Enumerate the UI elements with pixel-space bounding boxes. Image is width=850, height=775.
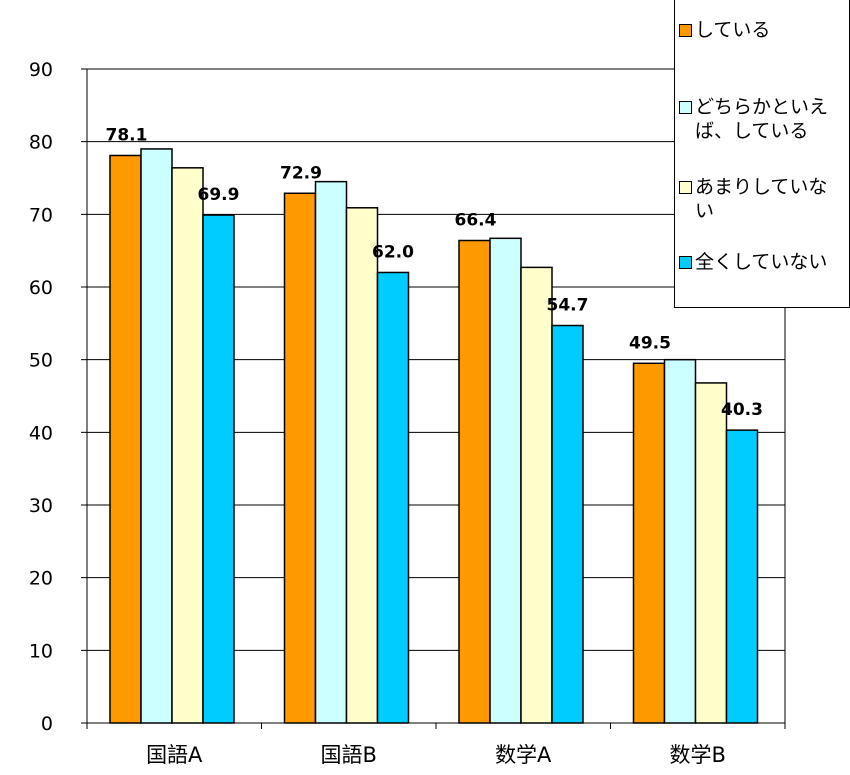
axes xyxy=(81,68,786,729)
category-label: 国語B xyxy=(321,743,377,767)
category-labels: 国語A 国語B 数学A 数学B xyxy=(146,743,726,767)
bar xyxy=(202,214,235,724)
legend-swatch xyxy=(679,256,692,269)
legend-label: あまりしていな い xyxy=(695,176,828,222)
y-tick-label: 70 xyxy=(29,204,53,226)
y-tick-labels: 0 10 20 30 40 50 60 70 80 90 xyxy=(29,59,53,735)
data-label: 62.0 xyxy=(372,242,414,262)
bar xyxy=(458,239,491,724)
y-tick-label: 50 xyxy=(29,350,53,372)
y-tick-label: 90 xyxy=(29,59,53,81)
y-tick-label: 60 xyxy=(29,277,53,299)
data-label: 72.9 xyxy=(280,163,322,183)
legend-label: どちらかといえ ば、している xyxy=(695,96,829,142)
category-label: 国語A xyxy=(146,743,203,767)
data-label: 49.5 xyxy=(629,333,671,353)
legend-swatch xyxy=(679,24,692,37)
y-tick-label: 80 xyxy=(29,132,53,154)
y-tick-label: 20 xyxy=(29,568,53,590)
bar xyxy=(725,429,759,724)
legend-label: している xyxy=(695,19,771,41)
bar xyxy=(140,148,173,724)
bar xyxy=(632,362,666,724)
bars xyxy=(109,148,759,724)
bar xyxy=(694,382,728,724)
bar xyxy=(520,266,553,724)
legend-swatch xyxy=(679,101,692,114)
y-tick-label: 30 xyxy=(29,495,53,517)
category-label: 数学A xyxy=(495,743,552,767)
legend-item-shiteiru: している xyxy=(679,18,849,42)
bar xyxy=(376,271,410,724)
bar xyxy=(314,180,348,724)
bar xyxy=(283,192,317,724)
bar xyxy=(345,207,379,724)
data-label: 54.7 xyxy=(547,296,589,316)
bar xyxy=(551,324,584,724)
bar xyxy=(663,358,697,724)
legend-item-amari: あまりしていな い xyxy=(679,175,849,223)
data-label: 78.1 xyxy=(106,125,148,145)
bar xyxy=(489,237,522,724)
data-labels: 78.1 72.9 66.4 49.5 69.9 62.0 54.7 40.3 xyxy=(106,125,763,420)
legend: している どちらかといえ ば、している あまりしていな い 全くしていない xyxy=(674,0,850,308)
data-label: 40.3 xyxy=(721,400,763,420)
category-label: 数学B xyxy=(670,743,726,767)
legend-item-mattaku: 全くしていない xyxy=(679,250,849,274)
bar xyxy=(109,154,142,724)
y-tick-label: 40 xyxy=(29,422,53,444)
data-label: 66.4 xyxy=(455,210,497,230)
legend-swatch xyxy=(679,181,692,194)
data-label: 69.9 xyxy=(198,185,240,205)
y-tick-label: 10 xyxy=(29,640,53,662)
y-tick-label: 0 xyxy=(41,713,53,735)
legend-label: 全くしていない xyxy=(695,251,828,273)
bar xyxy=(171,167,204,724)
legend-item-dochiraka: どちらかといえ ば、している xyxy=(679,95,849,143)
